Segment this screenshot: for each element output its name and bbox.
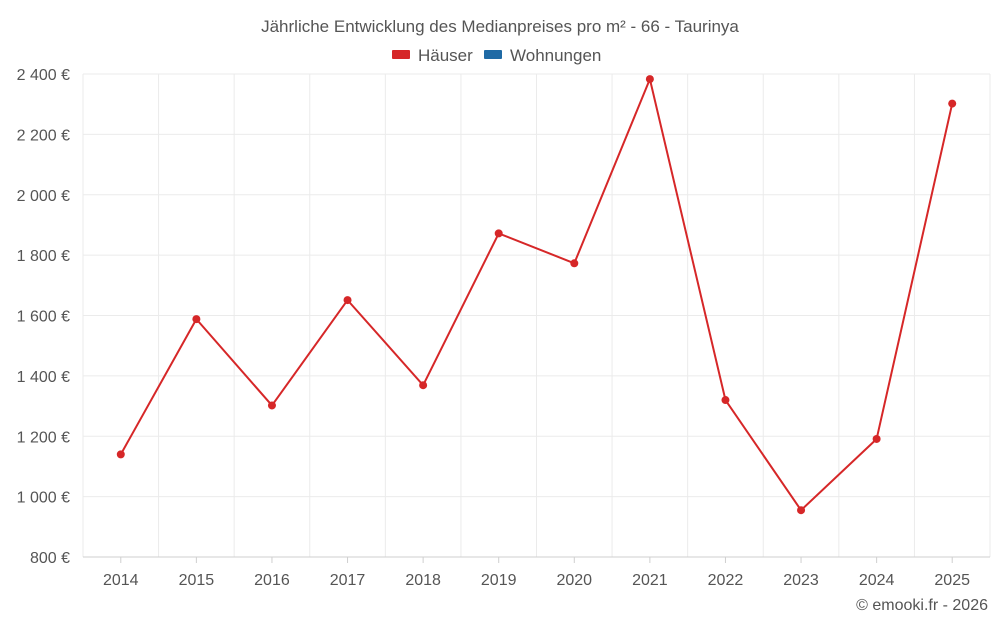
x-tick-label: 2014 bbox=[103, 572, 139, 589]
legend-item-apartments[interactable]: Wohnungen bbox=[484, 46, 601, 65]
grid bbox=[82, 73, 991, 558]
y-tick-label: 1 000 € bbox=[17, 490, 70, 507]
x-tick-label: 2021 bbox=[632, 572, 668, 589]
legend-swatch-apartments bbox=[484, 50, 502, 59]
chart-title: Jährliche Entwicklung des Medianpreises … bbox=[261, 17, 739, 36]
y-tick-label: 2 200 € bbox=[17, 127, 70, 144]
series-line-houses bbox=[119, 78, 954, 512]
legend-label-apartments: Wohnungen bbox=[510, 46, 601, 65]
data-point-houses-2015[interactable] bbox=[192, 315, 201, 324]
y-tick-label: 1 200 € bbox=[17, 429, 70, 446]
data-point-houses-2024[interactable] bbox=[872, 434, 881, 443]
legend-swatch-houses bbox=[392, 50, 410, 59]
legend-item-houses[interactable]: Häuser bbox=[392, 46, 473, 65]
data-point-houses-2021[interactable] bbox=[645, 75, 654, 84]
y-tick-label: 1 400 € bbox=[17, 369, 70, 386]
y-tick-label: 1 600 € bbox=[17, 309, 70, 326]
x-tick-label: 2020 bbox=[556, 572, 592, 589]
data-point-houses-2018[interactable] bbox=[419, 381, 428, 390]
y-tick-label: 800 € bbox=[30, 550, 70, 567]
x-tick-label: 2017 bbox=[330, 572, 366, 589]
y-tick-label: 1 800 € bbox=[17, 248, 70, 265]
x-tick-label: 2024 bbox=[859, 572, 895, 589]
x-tick-label: 2015 bbox=[179, 572, 215, 589]
y-tick-label: 2 000 € bbox=[17, 188, 70, 205]
data-point-houses-2023[interactable] bbox=[797, 506, 806, 515]
data-point-houses-2025[interactable] bbox=[948, 99, 957, 108]
data-point-houses-2016[interactable] bbox=[267, 401, 276, 410]
data-point-houses-2014[interactable] bbox=[116, 450, 125, 459]
x-tick-label: 2018 bbox=[405, 572, 441, 589]
data-point-houses-2020[interactable] bbox=[570, 259, 579, 268]
x-tick-label: 2025 bbox=[934, 572, 970, 589]
legend-label-houses: Häuser bbox=[418, 46, 473, 65]
x-tick-label: 2023 bbox=[783, 572, 819, 589]
legend: Häuser Wohnungen bbox=[392, 46, 601, 65]
y-tick-label: 2 400 € bbox=[17, 67, 70, 84]
axes: 800 € 1 000 € 1 200 € 1 400 € 1 600 € 1 800 €… bbox=[17, 67, 990, 589]
data-point-houses-2022[interactable] bbox=[721, 396, 730, 405]
x-tick-label: 2016 bbox=[254, 572, 290, 589]
data-point-houses-2017[interactable] bbox=[343, 296, 352, 305]
x-tick-label: 2022 bbox=[708, 572, 744, 589]
data-point-houses-2019[interactable] bbox=[494, 229, 503, 238]
credit-text: © emooki.fr - 2026 bbox=[856, 597, 988, 614]
x-tick-label: 2019 bbox=[481, 572, 517, 589]
series-houses bbox=[116, 75, 957, 515]
